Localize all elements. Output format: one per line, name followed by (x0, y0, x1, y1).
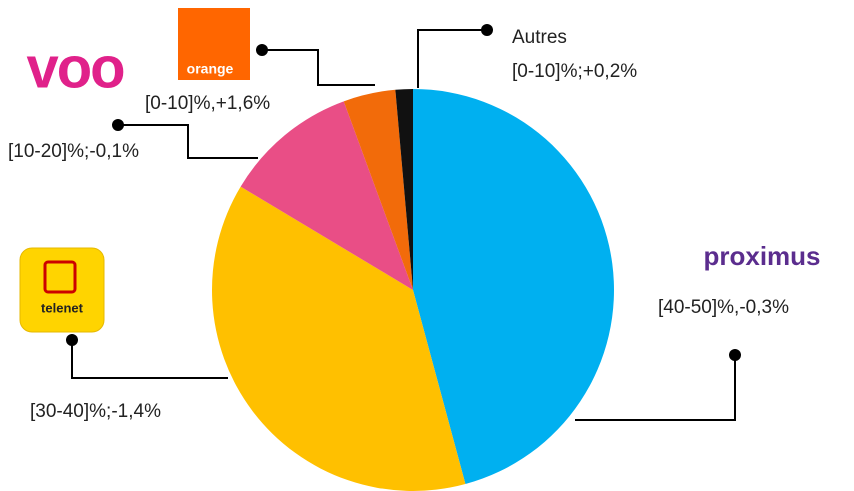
orange-logo (178, 8, 250, 80)
telenet-icon (43, 260, 77, 294)
leader-line (71, 340, 228, 379)
logo-text: telenet (41, 300, 84, 315)
leader-dot (481, 24, 493, 36)
pie-slice (395, 89, 413, 290)
leader-dot (66, 334, 78, 346)
leader-dot (729, 349, 741, 361)
value-label: [0-10]%;+0,2% (512, 61, 637, 82)
pie-slice (240, 101, 413, 291)
pie (212, 89, 614, 491)
pie-slice (343, 89, 413, 290)
value-label: [40-50]%,-0,3% (658, 297, 789, 318)
leader-line (118, 124, 258, 159)
leader-line (262, 49, 375, 86)
logo-text: voo (26, 35, 124, 100)
logo-text: proximus (703, 241, 820, 271)
leader-dot (256, 44, 268, 56)
telenet-logo (19, 247, 105, 333)
value-label: [0-10]%,+1,6% (145, 93, 270, 114)
pie-slice (212, 186, 466, 491)
category-label: Autres (512, 27, 567, 48)
leader-dot (112, 119, 124, 131)
pie-slice (413, 89, 614, 485)
value-label: [10-20]%;-0,1% (8, 141, 139, 162)
leader-line (575, 355, 736, 421)
value-label: [30-40]%;-1,4% (30, 401, 161, 422)
leader-line (417, 29, 487, 88)
logo-text: orange (187, 61, 234, 77)
